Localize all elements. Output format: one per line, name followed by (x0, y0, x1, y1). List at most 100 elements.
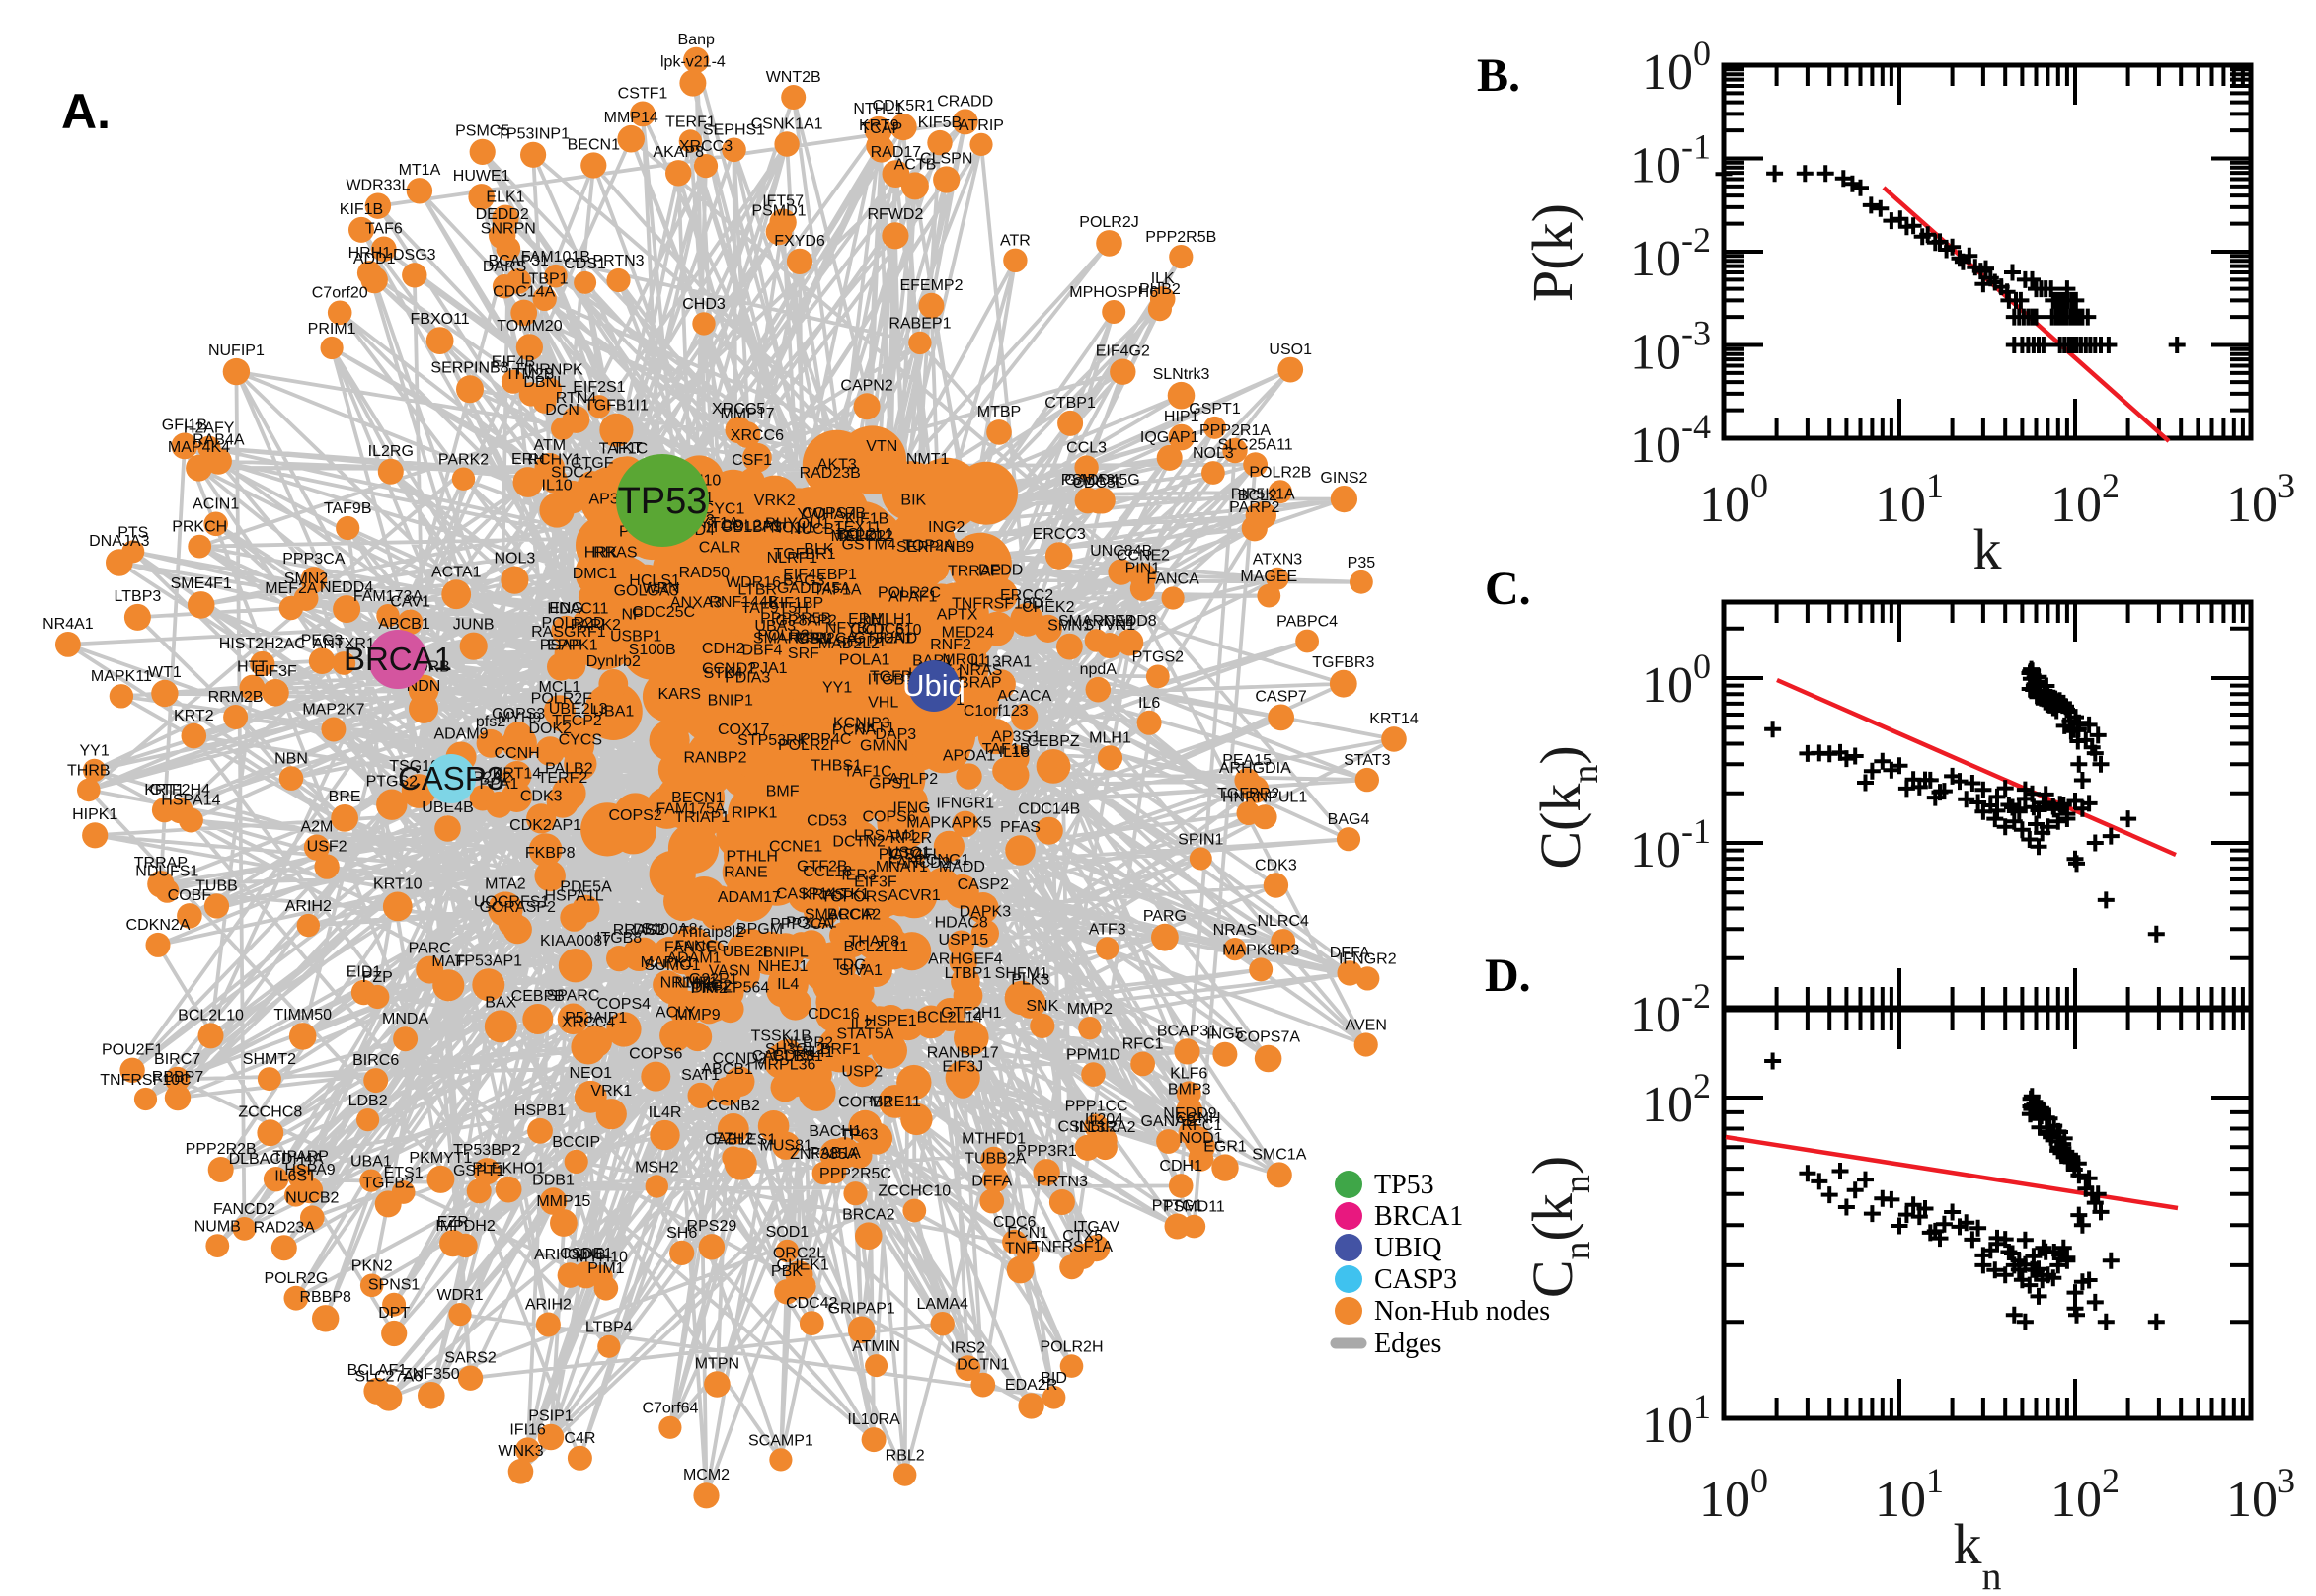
svg-text:TERF1: TERF1 (665, 114, 716, 130)
svg-text:CEBPZ: CEBPZ (1027, 733, 1080, 750)
svg-text:MAP2K7: MAP2K7 (302, 702, 364, 719)
svg-text:ENG: ENG (549, 600, 583, 617)
svg-text:PPP4C: PPP4C (800, 731, 851, 748)
svg-text:CYC1: CYC1 (703, 501, 745, 518)
svg-text:BCL2L11: BCL2L11 (844, 939, 909, 955)
svg-text:NMT1: NMT1 (906, 451, 950, 468)
svg-text:ADD1: ADD1 (353, 251, 396, 267)
svg-text:DSG3: DSG3 (393, 247, 436, 264)
svg-text:ERH: ERH (848, 611, 882, 628)
svg-text:k: k (1973, 517, 2002, 581)
svg-text:HSPA1L: HSPA1L (545, 887, 604, 904)
svg-text:BCL2L1: BCL2L1 (836, 526, 893, 543)
svg-text:RNF2: RNF2 (930, 637, 971, 653)
svg-text:POLR2D: POLR2D (541, 615, 604, 632)
svg-text:COPS6: COPS6 (629, 1046, 682, 1063)
svg-text:TAF1B: TAF1B (982, 741, 1031, 758)
svg-text:LAMA4: LAMA4 (916, 1296, 968, 1313)
svg-text:RAD50: RAD50 (679, 565, 731, 581)
svg-text:ZCCHC8: ZCCHC8 (238, 1103, 302, 1120)
svg-text:UBE2L3: UBE2L3 (549, 701, 608, 718)
svg-text:WNK3: WNK3 (498, 1443, 543, 1460)
svg-text:KIAA0087: KIAA0087 (540, 933, 611, 950)
svg-text:PPP2R5C: PPP2R5C (819, 1166, 891, 1182)
svg-text:MYH10: MYH10 (576, 1250, 628, 1266)
svg-text:DPT: DPT (378, 1305, 410, 1322)
svg-text:NRAS: NRAS (1213, 922, 1257, 939)
svg-text:Edges: Edges (1374, 1329, 1441, 1359)
svg-text:FCN1: FCN1 (1007, 1225, 1048, 1242)
svg-text:DARS: DARS (483, 259, 526, 275)
svg-text:CT_610: CT_610 (866, 622, 922, 639)
svg-text:GPS1: GPS1 (869, 775, 911, 792)
svg-text:DCTN2: DCTN2 (832, 834, 885, 851)
svg-text:SDC2: SDC2 (551, 465, 593, 482)
svg-text:GMNN: GMNN (860, 737, 908, 754)
svg-text:WDR33L: WDR33L (346, 178, 410, 194)
svg-text:SMARCA4: SMARCA4 (1058, 613, 1134, 630)
svg-text:AKAP8: AKAP8 (653, 144, 704, 161)
svg-text:TEX11: TEX11 (834, 519, 882, 536)
svg-text:THBS1: THBS1 (811, 757, 862, 774)
svg-text:TOPORS: TOPORS (821, 889, 888, 906)
svg-text:EDA2R: EDA2R (1005, 1377, 1057, 1394)
svg-text:LTBP1: LTBP1 (521, 271, 569, 288)
svg-text:NDUFS1: NDUFS1 (135, 864, 198, 880)
svg-text:NRAS: NRAS (959, 662, 1002, 679)
svg-text:STK4: STK4 (704, 665, 743, 682)
svg-text:CABLES1: CABLES1 (752, 1048, 823, 1065)
svg-text:EIF4EBP1: EIF4EBP1 (783, 567, 857, 583)
svg-text:GSPT1: GSPT1 (453, 1163, 505, 1179)
svg-text:MMP2: MMP2 (1067, 1001, 1113, 1018)
svg-text:MAPKAPK5: MAPKAPK5 (906, 815, 991, 832)
svg-text:MT1A: MT1A (399, 162, 441, 179)
svg-text:SLNtrk3: SLNtrk3 (1153, 366, 1210, 383)
svg-text:MAPK12: MAPK12 (831, 528, 893, 545)
svg-text:MMP17: MMP17 (720, 406, 774, 422)
svg-text:TP53BP2: TP53BP2 (453, 1142, 521, 1159)
svg-text:DEDD2: DEDD2 (476, 206, 529, 223)
svg-text:EIF2S1: EIF2S1 (573, 379, 625, 396)
svg-text:NOL3: NOL3 (495, 551, 536, 568)
svg-text:COX17: COX17 (718, 722, 770, 738)
svg-text:MRE11: MRE11 (870, 1094, 921, 1110)
svg-text:C.: C. (1485, 563, 1531, 615)
svg-text:CALR: CALR (699, 540, 741, 557)
svg-text:PSMD11: PSMD11 (1163, 1199, 1225, 1216)
svg-text:RTN4: RTN4 (556, 390, 597, 407)
svg-text:DDB1: DDB1 (532, 1172, 575, 1188)
svg-text:HIST2H2AC: HIST2H2AC (219, 636, 306, 652)
svg-text:NC1l1: NC1l1 (771, 519, 815, 536)
svg-text:CASP7: CASP7 (1255, 689, 1307, 706)
svg-text:BNIP1: BNIP1 (708, 693, 753, 710)
svg-text:ITGB8: ITGB8 (596, 930, 642, 947)
svg-text:PPP1CC: PPP1CC (1065, 1099, 1128, 1115)
svg-text:COPS3: COPS3 (492, 706, 545, 722)
svg-text:TRRAP: TRRAP (134, 855, 188, 872)
svg-text:ABCB1: ABCB1 (378, 616, 430, 633)
svg-text:IL18: IL18 (999, 744, 1030, 761)
svg-text:FXYD6: FXYD6 (774, 233, 825, 250)
svg-text:POLR2L: POLR2L (757, 628, 817, 645)
svg-text:MTPN: MTPN (695, 1355, 739, 1372)
svg-text:PHYOU1: PHYOU1 (765, 516, 830, 533)
svg-text:NHEJ1: NHEJ1 (758, 958, 809, 975)
svg-text:PHB2: PHB2 (1139, 281, 1181, 298)
svg-text:HSPB1: HSPB1 (514, 1102, 567, 1119)
svg-text:PPP2CA: PPP2CA (795, 630, 857, 646)
svg-text:CDC14B: CDC14B (1018, 801, 1080, 818)
svg-text:UBA1: UBA1 (350, 1154, 392, 1171)
svg-text:DBF4: DBF4 (741, 643, 782, 659)
svg-text:RRAS: RRAS (593, 545, 637, 562)
svg-text:XRCC5: XRCC5 (712, 401, 765, 418)
svg-text:FANCA: FANCA (1146, 570, 1199, 587)
svg-text:APTX: APTX (937, 607, 978, 624)
svg-text:ACACA: ACACA (997, 688, 1051, 705)
svg-text:CEBPB: CEBPB (511, 988, 565, 1005)
svg-text:B.: B. (1477, 49, 1520, 102)
svg-text:POLR2G: POLR2G (264, 1270, 328, 1287)
svg-text:G22P1: G22P1 (689, 971, 738, 988)
svg-text:XRCC6: XRCC6 (731, 427, 784, 444)
svg-text:TGFBR3: TGFBR3 (1312, 654, 1374, 671)
svg-text:MRPL36: MRPL36 (754, 1057, 815, 1074)
